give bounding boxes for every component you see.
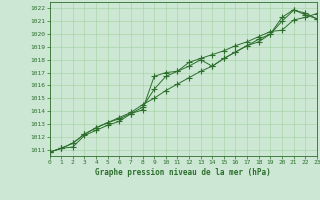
X-axis label: Graphe pression niveau de la mer (hPa): Graphe pression niveau de la mer (hPa) (95, 168, 271, 177)
